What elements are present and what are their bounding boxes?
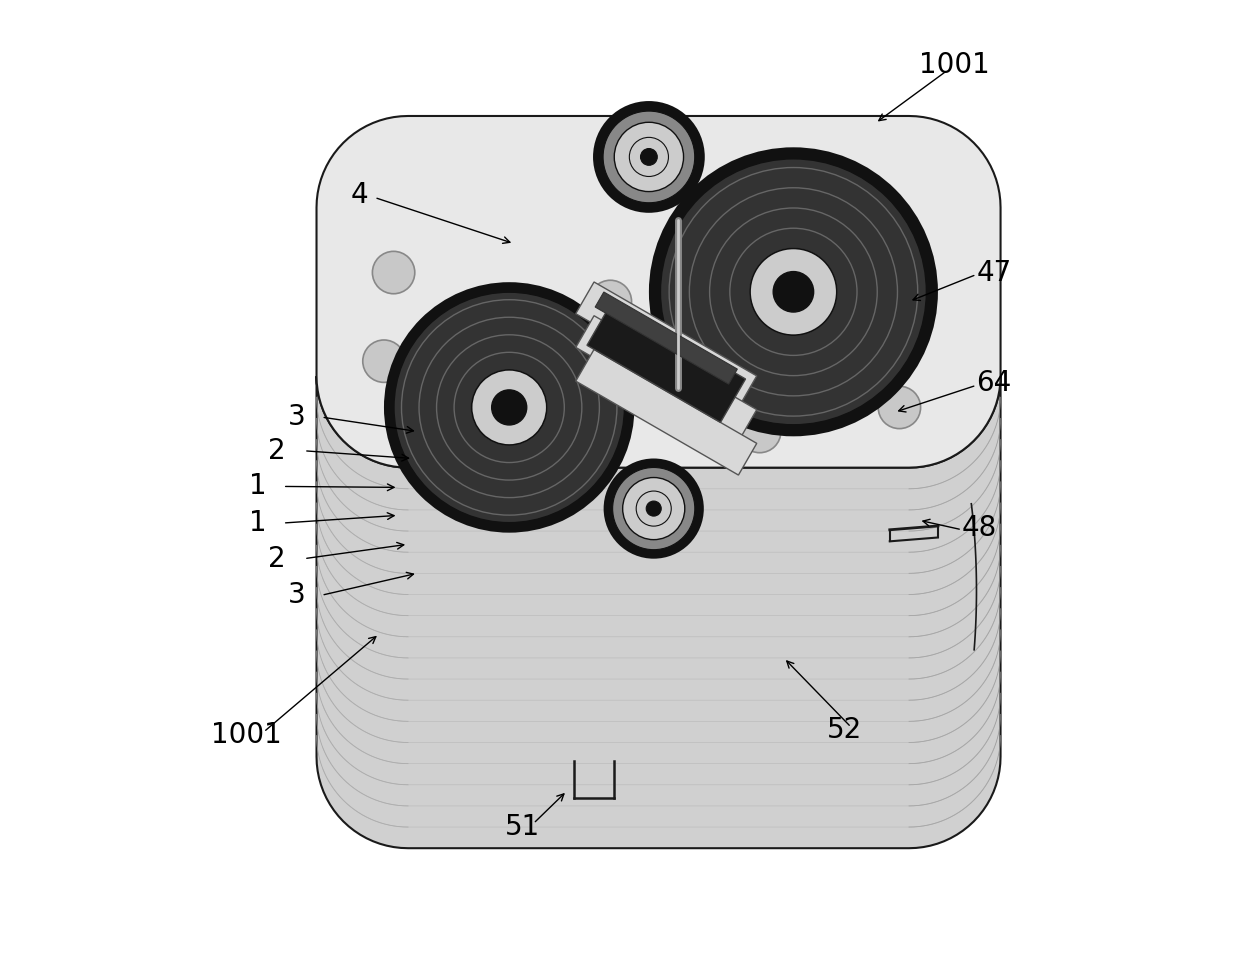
Circle shape — [622, 478, 684, 540]
Text: 47: 47 — [976, 259, 1012, 287]
Circle shape — [492, 390, 527, 425]
Text: 64: 64 — [976, 369, 1012, 397]
Circle shape — [593, 101, 704, 213]
Bar — [575, 282, 756, 408]
Circle shape — [372, 251, 415, 294]
Text: 1001: 1001 — [211, 721, 281, 749]
Circle shape — [750, 248, 837, 335]
Circle shape — [630, 138, 668, 176]
Circle shape — [646, 501, 661, 516]
Circle shape — [724, 340, 766, 383]
Circle shape — [636, 491, 671, 526]
Text: 48: 48 — [962, 514, 997, 542]
Polygon shape — [316, 116, 1001, 468]
Circle shape — [384, 282, 635, 533]
Circle shape — [649, 147, 937, 436]
Text: 3: 3 — [288, 581, 305, 610]
Circle shape — [471, 370, 547, 445]
Circle shape — [613, 467, 694, 549]
Circle shape — [878, 387, 920, 428]
Text: 1: 1 — [249, 509, 267, 537]
Circle shape — [394, 293, 625, 522]
Text: 1: 1 — [249, 473, 267, 500]
Circle shape — [739, 410, 781, 453]
Circle shape — [363, 340, 405, 383]
Bar — [595, 292, 738, 384]
Bar — [587, 302, 745, 422]
Circle shape — [614, 122, 683, 192]
Text: 51: 51 — [505, 813, 539, 840]
Circle shape — [604, 458, 704, 559]
Bar — [575, 316, 756, 441]
Bar — [575, 350, 756, 475]
Text: 4: 4 — [350, 181, 368, 209]
Circle shape — [864, 309, 906, 352]
Text: 2: 2 — [268, 545, 286, 573]
Text: 1001: 1001 — [919, 51, 990, 79]
Circle shape — [641, 148, 657, 166]
Circle shape — [589, 280, 631, 323]
Polygon shape — [316, 376, 1001, 848]
Text: 52: 52 — [827, 716, 862, 744]
Circle shape — [661, 159, 926, 424]
Text: 3: 3 — [288, 403, 305, 431]
Text: 2: 2 — [268, 437, 286, 465]
Circle shape — [603, 111, 694, 203]
Circle shape — [774, 271, 813, 312]
